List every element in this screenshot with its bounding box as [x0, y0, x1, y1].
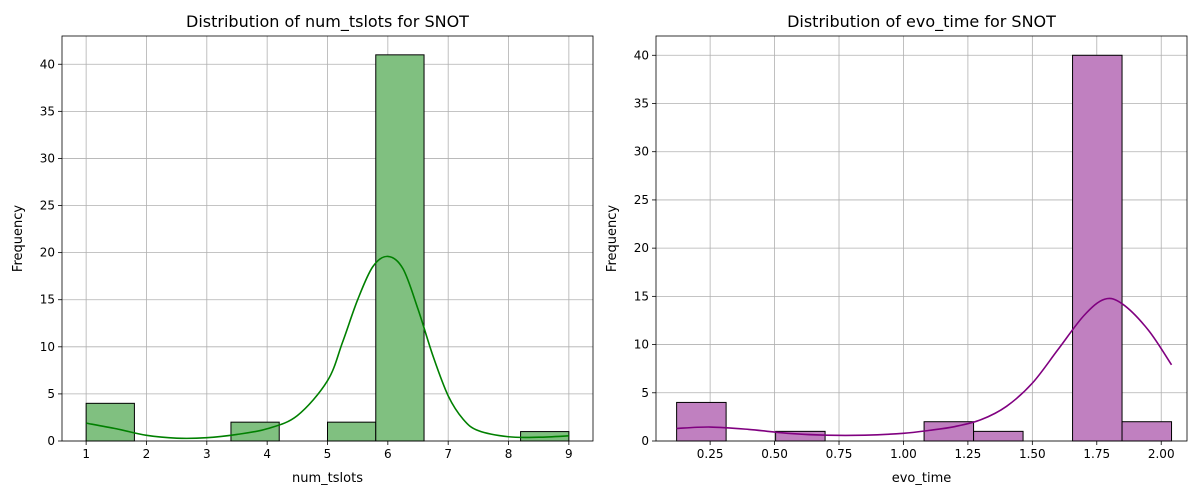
x-tick-label: 1 — [82, 447, 90, 461]
y-tick-label: 30 — [634, 145, 649, 159]
y-tick-label: 25 — [40, 199, 55, 213]
histogram-bar — [375, 54, 425, 442]
x-axis: 0.25 0.50 0.75 1.00 1.25 1.50 1.75 2.00 — [697, 441, 1175, 461]
y-tick-label: 5 — [47, 387, 55, 401]
x-tick-label: 0.50 — [761, 447, 788, 461]
histogram-bar — [327, 421, 377, 442]
x-tick-label: 1.25 — [955, 447, 982, 461]
y-tick-label: 30 — [40, 151, 55, 165]
x-tick-label: 4 — [263, 447, 271, 461]
x-tick-label: 9 — [565, 447, 573, 461]
histogram-bar — [85, 402, 135, 442]
y-tick-label: 20 — [40, 246, 55, 260]
histogram-bars — [676, 54, 1173, 442]
x-tick-label: 2.00 — [1148, 447, 1175, 461]
y-tick-label: 25 — [634, 193, 649, 207]
histogram-bars — [85, 54, 570, 442]
x-axis: 1 2 3 4 5 6 7 8 9 — [82, 441, 573, 461]
kde-line — [85, 255, 569, 440]
x-tick-label: 5 — [324, 447, 332, 461]
x-tick-label: 6 — [384, 447, 392, 461]
x-tick-label: 1.75 — [1083, 447, 1110, 461]
y-tick-label: 40 — [40, 57, 55, 71]
y-tick-label: 10 — [40, 340, 55, 354]
histogram-bar — [973, 430, 1024, 442]
y-tick-label: 35 — [634, 97, 649, 111]
histogram-bar — [1072, 54, 1123, 442]
x-tick-label: 0.75 — [826, 447, 853, 461]
chart-title: Distribution of num_tslots for SNOT — [186, 12, 469, 32]
x-tick-label: 7 — [444, 447, 452, 461]
axes-frame — [655, 35, 1188, 442]
y-tick-label: 15 — [40, 293, 55, 307]
y-tick-label: 5 — [641, 386, 649, 400]
chart-num-tslots: 1 2 3 4 5 6 7 8 9 0 5 10 15 20 25 30 35 40 Distribution of… — [11, 12, 594, 486]
y-axis-label: Frequency — [605, 205, 620, 272]
x-tick-label: 3 — [203, 447, 211, 461]
x-tick-label: 0.25 — [697, 447, 724, 461]
y-axis-label: Frequency — [11, 205, 26, 272]
y-tick-label: 10 — [634, 338, 649, 352]
y-tick-label: 0 — [641, 434, 649, 448]
histogram-bar — [1121, 421, 1173, 442]
x-axis-label: evo_time — [892, 471, 952, 486]
x-tick-label: 1.50 — [1019, 447, 1046, 461]
chart-evo-time: 0.25 0.50 0.75 1.00 1.25 1.50 1.75 2.00 0 5 10 15 20… — [605, 12, 1188, 486]
y-axis: 0 5 10 15 20 25 30 35 40 — [40, 57, 62, 448]
histogram-bar — [676, 401, 727, 442]
y-tick-label: 35 — [40, 104, 55, 118]
y-tick-label: 0 — [47, 434, 55, 448]
x-tick-label: 8 — [505, 447, 513, 461]
kde-line — [676, 297, 1173, 437]
x-tick-label: 2 — [143, 447, 151, 461]
x-axis-label: num_tslots — [292, 471, 363, 486]
y-tick-label: 20 — [634, 241, 649, 255]
chart-title: Distribution of evo_time for SNOT — [787, 12, 1056, 32]
y-tick-label: 15 — [634, 289, 649, 303]
y-axis: 0 5 10 15 20 25 30 35 40 — [634, 48, 656, 448]
y-tick-label: 40 — [634, 48, 649, 62]
x-tick-label: 1.00 — [890, 447, 917, 461]
